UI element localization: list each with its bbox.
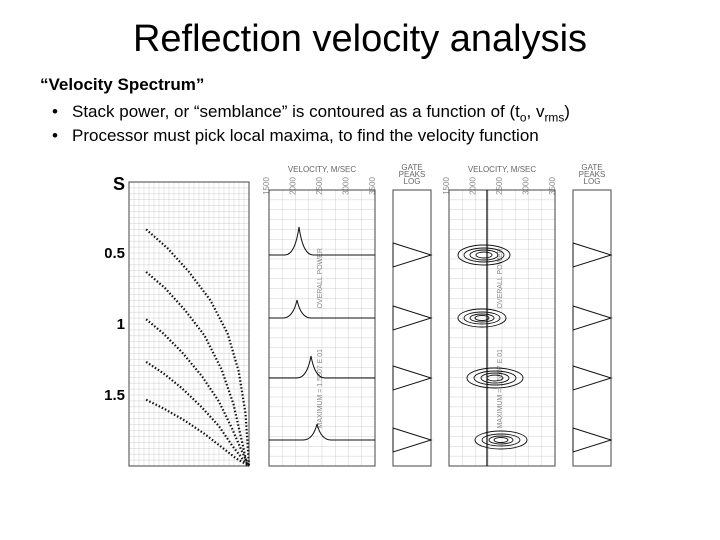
svg-text:3000: 3000 xyxy=(342,177,351,195)
svg-text:MAXIMUM = 1.5507 E 01: MAXIMUM = 1.5507 E 01 xyxy=(497,349,504,429)
panel-spectrum-peaks: VELOCITY, M/SEC 1500 2000 2500 3000 3500 OVERA… xyxy=(263,162,381,492)
svg-text:2500: 2500 xyxy=(495,177,504,195)
svg-text:S: S xyxy=(113,174,125,194)
svg-text:LOG: LOG xyxy=(404,177,421,186)
svg-text:2000: 2000 xyxy=(469,177,478,195)
svg-text:1500: 1500 xyxy=(263,177,271,195)
svg-text:OVERALL POWER: OVERALL POWER xyxy=(317,248,324,308)
bullet-list: Stack power, or “semblance” is contoured… xyxy=(46,101,680,148)
bullet-item: Processor must pick local maxima, to fin… xyxy=(46,125,680,148)
svg-text:1500: 1500 xyxy=(443,177,451,195)
figure-panels: S 0.5 1 1.5 VELOCITY, M/SEC 1500 2000 2500 3000… xyxy=(40,162,680,492)
panel-spectrum-contour: VELOCITY, M/SEC15002000250030003500OVERA… xyxy=(443,162,561,492)
svg-text:2000: 2000 xyxy=(289,177,298,195)
svg-text:3000: 3000 xyxy=(522,177,531,195)
bullet-item: Stack power, or “semblance” is contoured… xyxy=(46,101,680,125)
panel-gate-log-1: GATEPEAKSLOG xyxy=(389,162,435,492)
svg-text:1.5: 1.5 xyxy=(105,387,125,404)
page-title: Reflection velocity analysis xyxy=(40,18,680,61)
svg-text:MAXIMUM = 1.5507 E 01: MAXIMUM = 1.5507 E 01 xyxy=(317,349,324,429)
svg-text:LOG: LOG xyxy=(584,177,601,186)
svg-text:VELOCITY, M/SEC: VELOCITY, M/SEC xyxy=(288,165,357,174)
subtitle-text: Velocity Spectrum xyxy=(49,75,196,94)
svg-text:2500: 2500 xyxy=(315,177,324,195)
svg-text:3500: 3500 xyxy=(548,177,557,195)
panel-moveout: S 0.5 1 1.5 xyxy=(105,162,255,492)
svg-text:1: 1 xyxy=(117,316,125,333)
svg-text:3500: 3500 xyxy=(368,177,377,195)
subtitle: “Velocity Spectrum” xyxy=(40,75,680,95)
svg-text:VELOCITY, M/SEC: VELOCITY, M/SEC xyxy=(468,165,537,174)
svg-text:0.5: 0.5 xyxy=(105,245,125,262)
panel-gate-log-2: GATEPEAKSLOG xyxy=(569,162,615,492)
